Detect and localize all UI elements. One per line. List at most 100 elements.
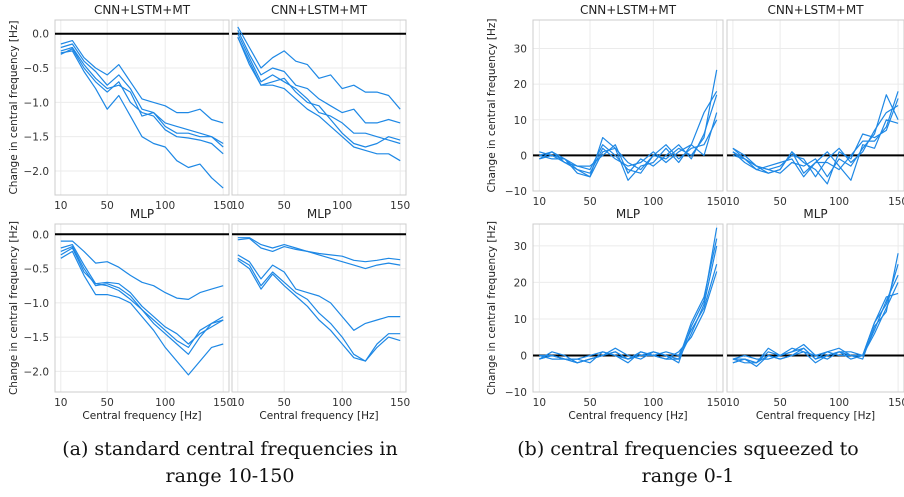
y-axis-label: Change in central frequency [Hz] bbox=[486, 221, 498, 395]
series-line-5 bbox=[60, 250, 224, 376]
x-tick-label: 100 bbox=[155, 397, 175, 409]
series-line-1 bbox=[539, 227, 718, 364]
x-tick-label: 150 bbox=[707, 196, 727, 208]
x-tick-label: 100 bbox=[332, 397, 352, 409]
x-tick-label: 10 bbox=[54, 200, 67, 212]
y-tick-label: 10 bbox=[514, 314, 527, 326]
y-tick-label: 20 bbox=[514, 277, 527, 289]
caption-a-line-2: range 10-150 bbox=[165, 465, 295, 487]
panel-title: CNN+LSTM+MT bbox=[271, 3, 368, 17]
series-line-3 bbox=[539, 238, 718, 364]
series-line-2 bbox=[237, 237, 401, 263]
panel-title: CNN+LSTM+MT bbox=[94, 3, 191, 17]
y-axis-label: Change in central frequency [Hz] bbox=[8, 20, 20, 194]
y-tick-label: −1.0 bbox=[24, 298, 50, 310]
x-tick-label: 50 bbox=[101, 200, 114, 212]
series-line-4 bbox=[60, 48, 224, 155]
series-line-2 bbox=[732, 264, 899, 364]
x-tick-label: 50 bbox=[101, 397, 114, 409]
series-line-4 bbox=[539, 264, 718, 360]
x-tick-label: 150 bbox=[888, 397, 904, 409]
x-tick-label: 50 bbox=[583, 196, 596, 208]
series-line-3 bbox=[732, 274, 899, 360]
series-line-2 bbox=[539, 69, 718, 174]
series-line-1 bbox=[60, 39, 224, 124]
series-line-1 bbox=[732, 94, 899, 178]
y-tick-label: 20 bbox=[514, 79, 527, 91]
y-tick-label: 30 bbox=[514, 44, 527, 56]
y-axis-label: Change in central frequency [Hz] bbox=[8, 221, 20, 395]
y-tick-label: 0 bbox=[520, 150, 527, 162]
panel-frame bbox=[231, 223, 407, 393]
series-line-5 bbox=[539, 119, 718, 178]
series-line-4 bbox=[237, 36, 401, 148]
panel-title: MLP bbox=[803, 207, 827, 221]
x-tick-label: 150 bbox=[213, 200, 233, 212]
panel-4: CNN+LSTM+MT 10 50 100 150 bbox=[726, 3, 904, 208]
panel-1: CNN+LSTM+MT 10 50 100 150 0.0 −0.5 −1.0 −1.5 −2.0… bbox=[8, 3, 233, 212]
panel-frame bbox=[532, 223, 724, 393]
y-tick-label: −1.5 bbox=[24, 132, 50, 144]
panel-frame bbox=[54, 19, 230, 196]
y-tick-label: −1.0 bbox=[24, 97, 50, 109]
y-tick-label: 30 bbox=[514, 241, 527, 253]
x-tick-label: 10 bbox=[231, 397, 244, 409]
x-axis-label: Central frequency [Hz] bbox=[259, 410, 378, 422]
y-tick-label: −1.5 bbox=[24, 332, 50, 344]
series-line-5 bbox=[732, 292, 899, 364]
series-line-5 bbox=[539, 271, 718, 364]
y-tick-label: −2.0 bbox=[24, 366, 50, 378]
y-tick-label: −10 bbox=[505, 186, 527, 198]
panel-frame bbox=[726, 19, 904, 192]
panel-2: CNN+LSTM+MT 10 50 100 150 bbox=[231, 3, 410, 212]
panel-frame bbox=[54, 223, 230, 393]
panel-frame bbox=[231, 19, 407, 196]
series-line-1 bbox=[732, 253, 899, 364]
x-tick-label: 100 bbox=[829, 196, 849, 208]
panel-5: MLP 10 50 100 150 0.0 −0.5 −1.0 −1.5 −2.0 Central … bbox=[8, 207, 233, 422]
y-tick-label: 0.0 bbox=[32, 29, 49, 41]
x-tick-label: 10 bbox=[231, 200, 244, 212]
series-line-3 bbox=[237, 254, 401, 331]
series-line-2 bbox=[60, 43, 224, 145]
x-tick-label: 10 bbox=[54, 397, 67, 409]
x-tick-label: 50 bbox=[278, 397, 291, 409]
x-tick-label: 50 bbox=[278, 200, 291, 212]
panel-title: CNN+LSTM+MT bbox=[767, 3, 864, 17]
x-tick-label: 100 bbox=[643, 196, 663, 208]
panel-frame bbox=[532, 19, 724, 192]
y-tick-label: 10 bbox=[514, 115, 527, 127]
series-line-1 bbox=[539, 90, 718, 181]
panel-title: CNN+LSTM+MT bbox=[580, 3, 677, 17]
x-tick-label: 150 bbox=[888, 196, 904, 208]
panel-3: CNN+LSTM+MT 10 50 100 150 −10 0 10 20 30 Change in… bbox=[486, 3, 727, 208]
series-line-3 bbox=[539, 112, 718, 174]
caption-b: (b) central frequencies squeezed to rang… bbox=[478, 436, 898, 490]
series-line-4 bbox=[539, 94, 718, 174]
x-axis-label: Central frequency [Hz] bbox=[568, 410, 687, 422]
series-line-5 bbox=[237, 259, 401, 362]
series-line-1 bbox=[237, 237, 401, 270]
series-line-5 bbox=[60, 50, 224, 189]
y-tick-label: 0 bbox=[520, 350, 527, 362]
panel-8: MLP 10 50 100 150 Central frequency [Hz] bbox=[726, 207, 904, 422]
panel-7: MLP 10 50 100 150 −10 0 10 20 30 Central frequency… bbox=[486, 207, 727, 422]
y-axis-label: Change in central frequency [Hz] bbox=[486, 18, 498, 192]
series-line-4 bbox=[60, 247, 224, 355]
panel-6: MLP 10 50 100 150 Central frequency [Hz] bbox=[231, 207, 410, 422]
series-line-5 bbox=[732, 98, 899, 185]
x-tick-label: 10 bbox=[533, 397, 546, 409]
series-line-4 bbox=[237, 257, 401, 362]
y-tick-label: −2.0 bbox=[24, 166, 50, 178]
panel-frame bbox=[726, 223, 904, 393]
x-tick-label: 150 bbox=[390, 200, 410, 212]
caption-b-line-2: range 0-1 bbox=[641, 465, 735, 487]
series-line-3 bbox=[60, 246, 224, 348]
series-line-4 bbox=[732, 282, 899, 367]
series-line-3 bbox=[60, 46, 224, 148]
x-tick-label: 50 bbox=[583, 397, 596, 409]
caption-a: (a) standard central frequencies in rang… bbox=[20, 436, 440, 490]
x-tick-label: 10 bbox=[533, 196, 546, 208]
series-line-3 bbox=[237, 33, 401, 145]
series-line-2 bbox=[237, 30, 401, 124]
